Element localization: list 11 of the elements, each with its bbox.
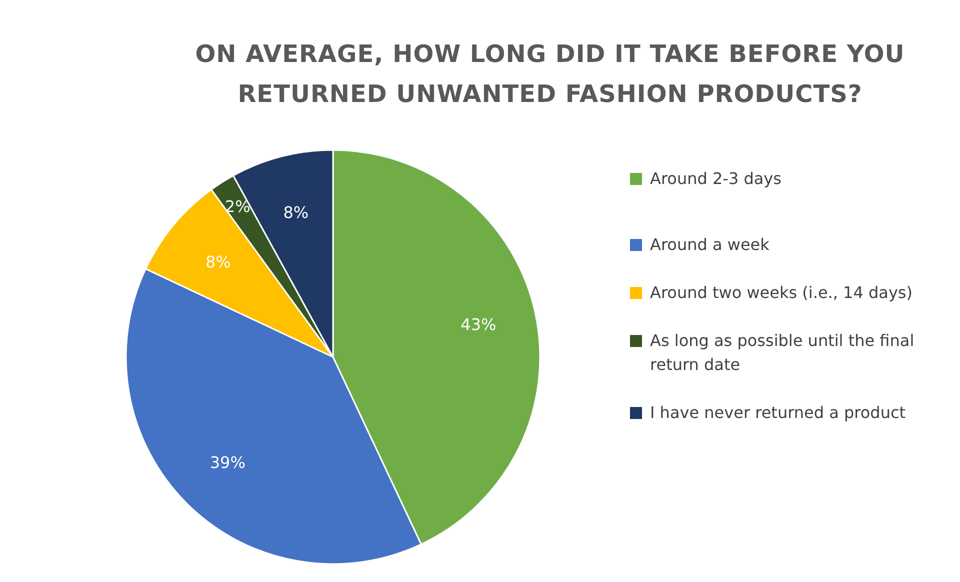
data-label: 8% xyxy=(283,203,309,222)
data-label: 8% xyxy=(205,252,231,272)
legend-label: As long as possible until the final return date xyxy=(650,330,916,376)
data-label: 2% xyxy=(224,197,250,216)
data-label: 43% xyxy=(460,314,496,334)
data-label: 39% xyxy=(210,452,246,472)
legend-label: I have never returned a product xyxy=(650,402,906,424)
legend-label: Around 2-3 days xyxy=(650,168,782,190)
legend-label: Around two weeks (i.e., 14 days) xyxy=(650,282,913,304)
chart-title: ON AVERAGE, HOW LONG DID IT TAKE BEFORE YOU RETURNED UNWANTED FASHION PRODUCTS? xyxy=(194,39,906,110)
legend-label: Around a week xyxy=(650,234,770,256)
